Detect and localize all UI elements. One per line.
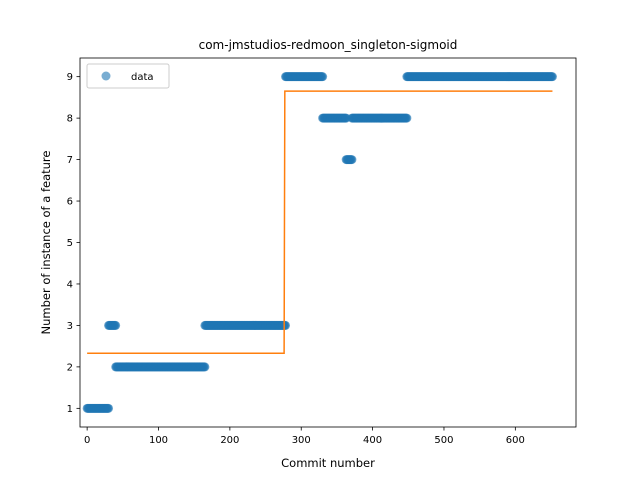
x-tick-label: 500 [434,435,453,446]
data-point [111,320,121,330]
y-axis-title: Number of instance of a feature [39,151,53,335]
data-point [104,403,114,413]
data-points [82,72,557,413]
legend: data [86,63,170,89]
data-point [547,72,557,82]
y-tick-label: 8 [67,114,73,125]
fit-line-group [87,90,553,354]
x-tick-label: 400 [363,435,382,446]
legend-label-data: data [131,72,154,83]
data-point [347,155,357,165]
y-tick-label: 9 [67,72,73,83]
y-ticks: 1 2 3 4 5 6 7 8 9 [67,72,80,415]
x-tick-label: 0 [84,435,90,446]
axes-frame [79,57,577,428]
fit-line [87,90,553,354]
axes [79,57,577,428]
x-tick-label: 300 [292,435,311,446]
data-point [281,320,291,330]
legend-marker-data [101,71,111,81]
x-axis-title: Commit number [281,456,375,470]
y-tick-label: 4 [67,279,73,290]
data-point [200,362,210,372]
y-tick-label: 7 [67,155,73,166]
legend-box [86,63,170,89]
y-tick-label: 1 [67,404,73,415]
data-point [402,113,412,123]
x-tick-label: 100 [149,435,168,446]
x-ticks: 0 100 200 300 400 500 600 [84,427,525,446]
x-tick-label: 600 [506,435,525,446]
y-tick-label: 2 [67,362,73,373]
y-tick-label: 5 [67,238,73,249]
chart-title: com-jmstudios-redmoon_singleton-sigmoid [199,38,458,52]
x-tick-label: 200 [220,435,239,446]
data-point [318,72,328,82]
y-tick-label: 6 [67,197,73,208]
y-tick-label: 3 [67,321,73,332]
